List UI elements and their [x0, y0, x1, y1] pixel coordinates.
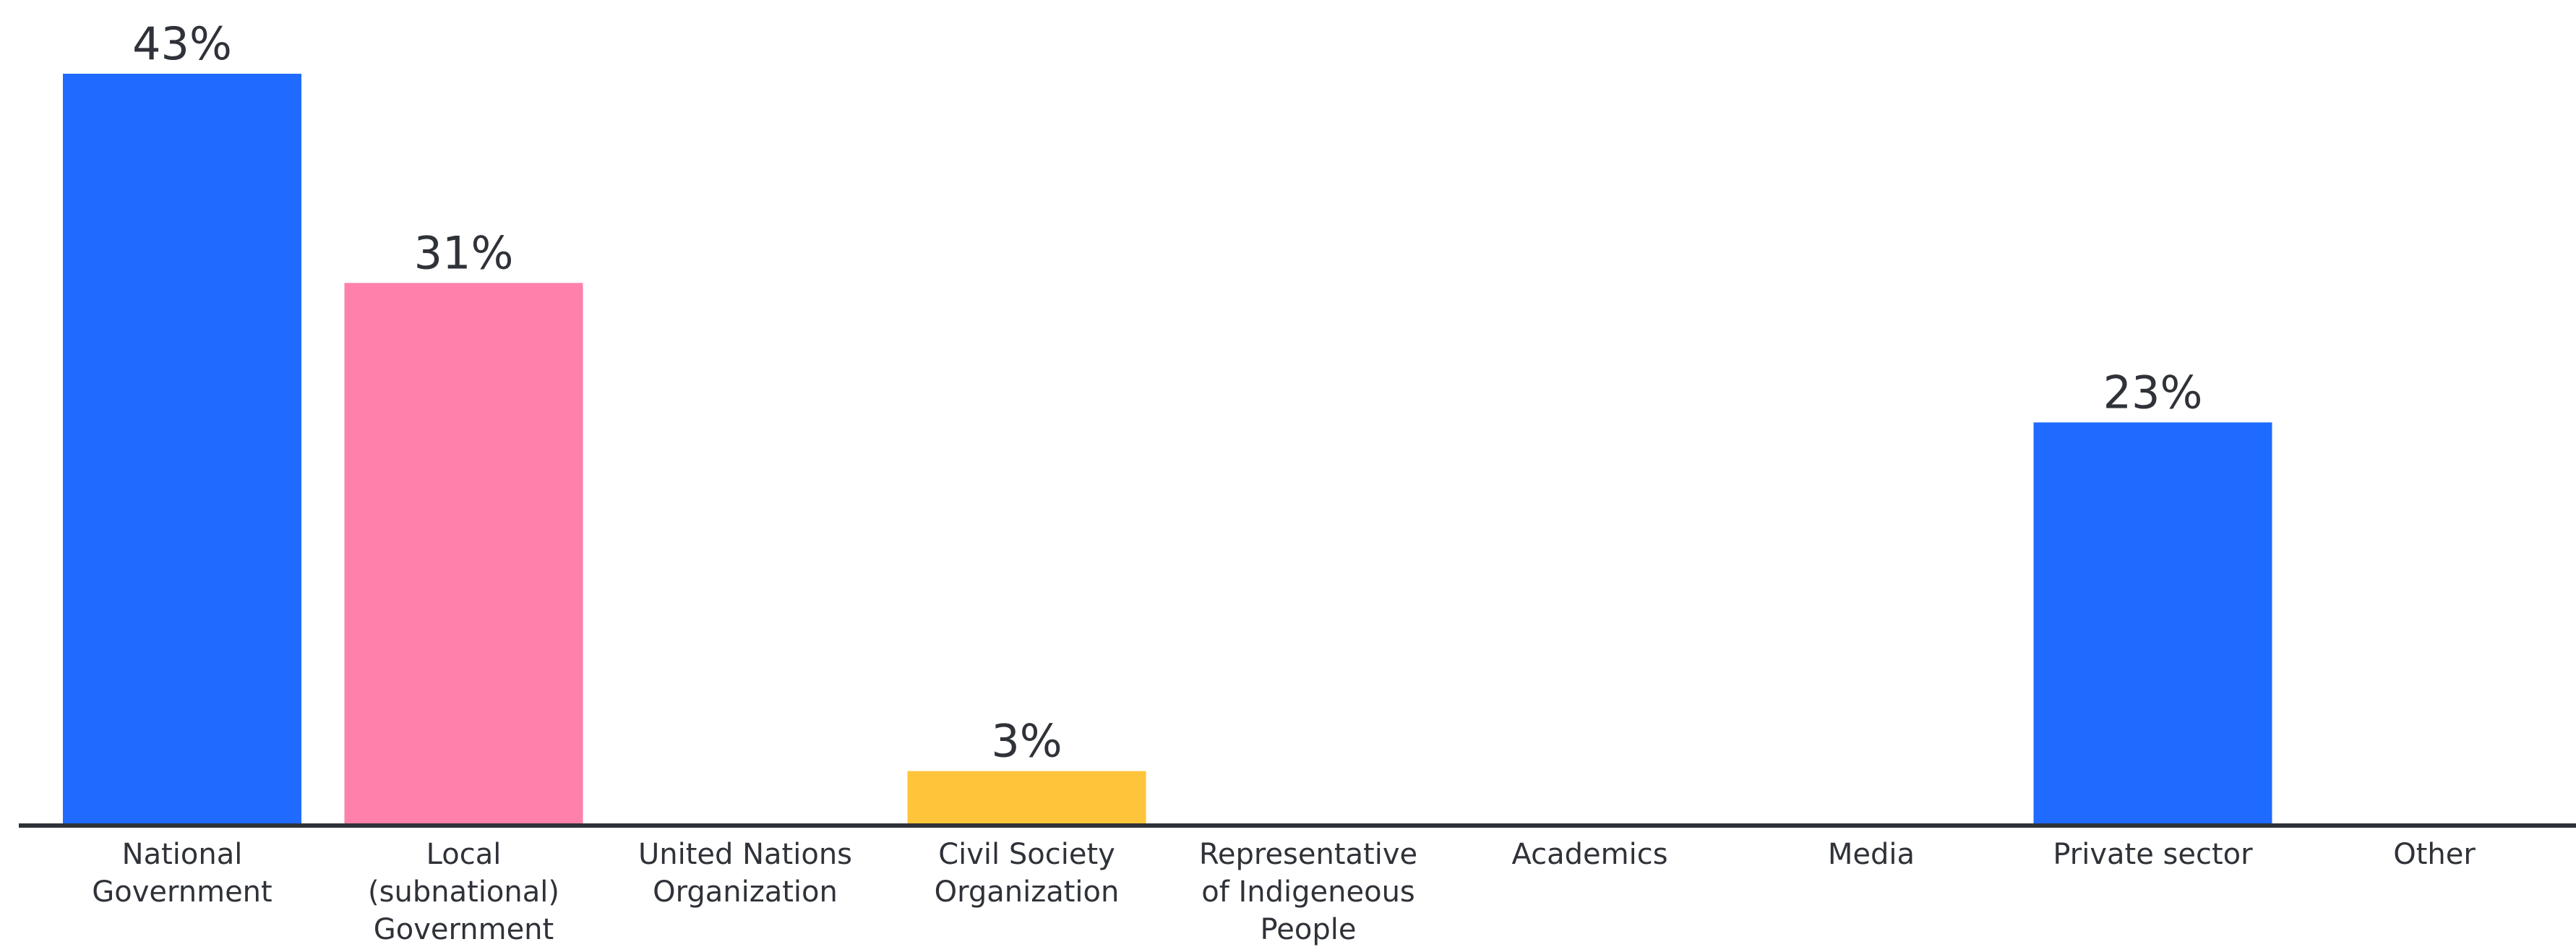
value-label-cat-3: 3%	[991, 715, 1062, 768]
category-label-cat-3: Civil Society Organization	[935, 838, 1120, 909]
category-label-line: Academics	[1511, 838, 1667, 871]
category-label-line: Other	[2393, 838, 2476, 871]
bar-cat-7	[2033, 422, 2272, 823]
category-label-line: National	[122, 838, 243, 871]
category-label-line: Government	[374, 913, 554, 946]
category-label-line: (subnational)	[368, 875, 559, 909]
category-labels-layer: National Government Local (subnational) Gove…	[92, 838, 2476, 946]
category-label-line: Representative	[1199, 838, 1417, 871]
bar-cat-0	[63, 74, 301, 823]
bar-cat-3	[907, 771, 1146, 823]
category-label-line: Government	[92, 875, 272, 909]
category-label-line: People	[1261, 913, 1357, 946]
category-label-cat-4: Representative of Indigeneous People	[1199, 838, 1417, 946]
category-label-cat-2: United Nations Organization	[638, 838, 852, 909]
value-label-cat-0: 43%	[132, 17, 232, 70]
category-label-cat-0: National Government	[92, 838, 272, 909]
category-label-line: Organization	[653, 875, 838, 909]
value-label-cat-1: 31%	[414, 226, 514, 279]
category-label-line: Organization	[935, 875, 1120, 909]
category-label-cat-5: Academics	[1511, 838, 1667, 871]
value-label-cat-7: 23%	[2103, 366, 2203, 419]
category-label-cat-1: Local (subnational) Government	[368, 838, 559, 946]
category-label-line: United Nations	[638, 838, 852, 871]
category-label-line: of Indigeneous	[1201, 875, 1415, 909]
category-label-line: Local	[426, 838, 502, 871]
bars-layer	[63, 74, 2272, 823]
value-labels-layer: 43% 31% 3% 23%	[132, 17, 2202, 768]
category-label-cat-6: Media	[1828, 838, 1915, 871]
category-label-cat-7: Private sector	[2053, 838, 2253, 871]
category-label-line: Private sector	[2053, 838, 2253, 871]
bar-cat-1	[344, 283, 583, 823]
category-label-cat-8: Other	[2393, 838, 2476, 871]
category-label-line: Civil Society	[938, 838, 1115, 871]
category-label-line: Media	[1828, 838, 1915, 871]
